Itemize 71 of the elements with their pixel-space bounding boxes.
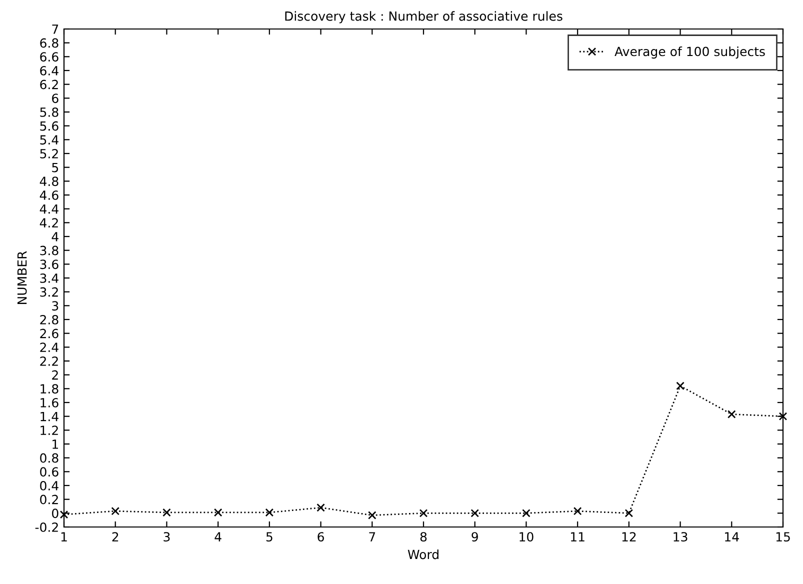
y-tick-label: 1	[52, 440, 58, 449]
x-tick-label: 15	[776, 532, 790, 542]
y-tick-label: 0.4	[40, 480, 58, 490]
point	[214, 508, 222, 517]
x-tick-label: 13	[674, 532, 688, 542]
y-tick-label: 5	[52, 162, 58, 172]
y-tick-label: 1.2	[40, 426, 58, 435]
x-tick-label: 7	[369, 532, 376, 542]
y-tick-label: 6.2	[40, 80, 58, 90]
y-tick-label: 6.6	[40, 52, 58, 62]
point	[676, 382, 684, 390]
y-tick-label: 1.8	[40, 384, 58, 394]
y-tick-label: 3.2	[40, 287, 58, 297]
y-tick-label: 2.6	[40, 328, 58, 338]
y-tick-label: 4.8	[40, 176, 58, 186]
y-tick-label: 1.6	[40, 398, 58, 408]
y-tick-label: 5.4	[40, 135, 58, 145]
x-tick-label: 3	[164, 532, 170, 542]
x-tick-label: 14	[725, 532, 739, 542]
point	[470, 509, 480, 518]
x-tick-label: 11	[570, 532, 584, 542]
y-tick-label: 1.4	[40, 412, 58, 422]
y-tick-label: 3	[52, 301, 58, 311]
y-tick-label: 4	[52, 232, 58, 242]
y-tick-label: 0.8	[40, 453, 58, 463]
point	[624, 509, 634, 518]
chart-title: Discovery task : Number of associative rules	[285, 11, 562, 24]
y-tick-label: 5.6	[40, 121, 58, 131]
point	[316, 503, 325, 512]
point	[265, 508, 274, 517]
y-tick-label: 5.8	[40, 107, 58, 117]
y-tick-label: 5.2	[40, 148, 58, 158]
y-tick-label: 0	[52, 508, 58, 518]
y-tick-label: 2.8	[40, 314, 58, 324]
legend-label: Average of 100 subjects	[614, 46, 765, 59]
y-tick-label: -0.2	[35, 522, 58, 532]
x-tick-label: 2	[112, 532, 118, 542]
y-tick-label: 3.4	[40, 273, 58, 283]
y-tick-label: 7	[52, 24, 58, 34]
y-tick-label: 4.6	[40, 190, 58, 200]
x-tick-label: 12	[622, 532, 636, 542]
point	[162, 508, 171, 517]
x-tick-label: 1	[61, 532, 67, 542]
x-axis-title: Word	[408, 550, 438, 560]
point	[111, 506, 120, 516]
y-tick-label: 2	[52, 370, 58, 380]
point	[778, 412, 788, 420]
y-tick-label: 4.4	[40, 204, 58, 214]
y-tick-label: 6	[52, 94, 58, 104]
point	[573, 506, 582, 516]
x-tick-label: 9	[472, 532, 478, 542]
y-tick-label: 3.6	[40, 260, 58, 270]
y-tick-label: 4.2	[40, 218, 58, 228]
y-axis-title: NUMBER	[17, 251, 27, 304]
point	[522, 509, 530, 518]
x-tick-label: 8	[420, 532, 427, 542]
y-tick-label: 3.8	[40, 246, 58, 256]
y-tick-label: 0.6	[40, 467, 58, 477]
y-tick-label: 2.2	[40, 356, 58, 366]
y-tick-label: 6.4	[40, 66, 58, 76]
y-tick-label: 6.8	[40, 38, 58, 48]
x-tick-label: 5	[266, 532, 272, 542]
y-tick-label: 2.4	[40, 342, 58, 352]
point	[419, 509, 428, 518]
x-tick-label: 10	[520, 532, 534, 542]
point	[368, 511, 376, 520]
y-tick-label: 0.2	[40, 494, 58, 504]
point	[60, 510, 68, 519]
x-tick-label: 6	[318, 532, 324, 542]
point	[727, 410, 736, 418]
x-tick-label: 4	[214, 532, 222, 542]
